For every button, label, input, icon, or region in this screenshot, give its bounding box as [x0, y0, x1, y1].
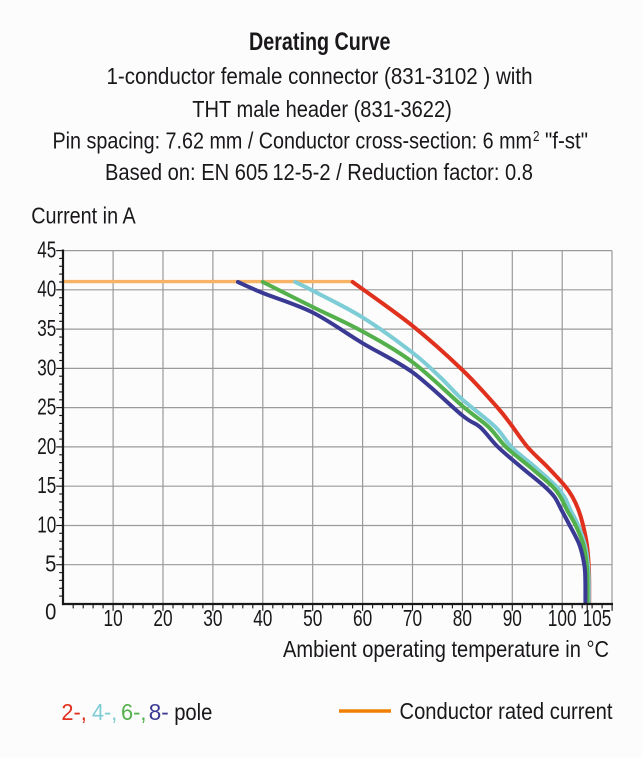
svg-text:0: 0	[45, 598, 56, 624]
svg-text:35: 35	[37, 315, 56, 341]
svg-text:90: 90	[503, 605, 522, 631]
svg-text:2-,: 2-,	[61, 699, 86, 725]
svg-text:40: 40	[37, 276, 56, 302]
svg-text:"f-st": "f-st"	[545, 128, 588, 154]
svg-text:15: 15	[37, 472, 56, 498]
svg-text:5: 5	[45, 551, 56, 577]
svg-text:Ambient operating temperature: Ambient operating temperature in °C	[283, 636, 609, 662]
svg-text:30: 30	[37, 354, 56, 380]
svg-text:8-: 8-	[149, 699, 169, 725]
svg-text:10: 10	[37, 511, 56, 537]
svg-text:Based on: EN 605 12-5-2 / Redu: Based on: EN 605 12-5-2 / Reduction fact…	[105, 159, 533, 185]
svg-text:105: 105	[583, 605, 612, 631]
svg-text:pole: pole	[174, 699, 212, 725]
svg-text:30: 30	[203, 605, 222, 631]
svg-text:Derating Curve: Derating Curve	[249, 29, 391, 56]
svg-text:6-,: 6-,	[121, 699, 146, 725]
svg-text:Current in A: Current in A	[31, 203, 136, 229]
svg-text:45: 45	[37, 237, 56, 263]
svg-text:Conductor rated current: Conductor rated current	[400, 698, 613, 724]
svg-text:80: 80	[453, 605, 472, 631]
svg-text:60: 60	[353, 605, 372, 631]
svg-text:50: 50	[303, 605, 322, 631]
svg-text:2: 2	[533, 129, 540, 145]
svg-text:Pin spacing: 7.62 mm / Conduct: Pin spacing: 7.62 mm / Conductor cross-s…	[53, 128, 533, 154]
svg-text:THT male header (831-3622): THT male header (831-3622)	[192, 96, 452, 122]
svg-text:4-,: 4-,	[92, 699, 117, 725]
svg-text:25: 25	[37, 394, 56, 420]
svg-text:10: 10	[104, 605, 123, 631]
svg-text:70: 70	[403, 605, 422, 631]
svg-text:100: 100	[548, 605, 577, 631]
svg-text:40: 40	[253, 605, 272, 631]
svg-text:1-conductor female connector (: 1-conductor female connector (831-3102 )…	[107, 63, 533, 89]
svg-text:20: 20	[153, 605, 172, 631]
svg-text:20: 20	[37, 433, 56, 459]
